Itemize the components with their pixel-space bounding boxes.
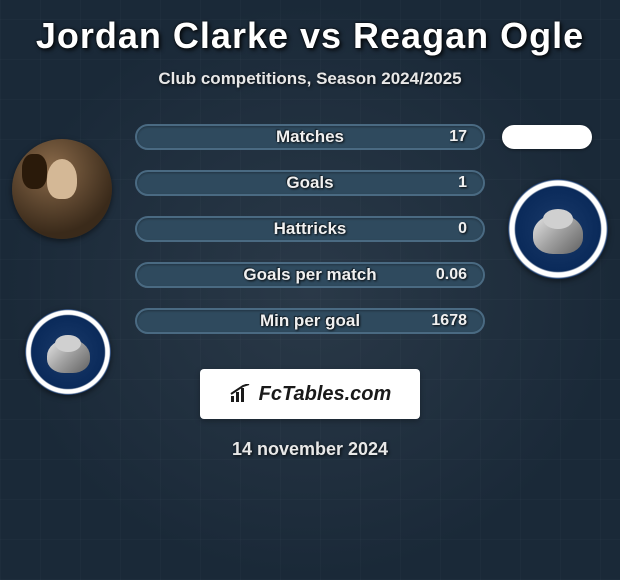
stat-row: Hattricks 0: [10, 216, 610, 242]
stat-pill: Min per goal 1678: [135, 308, 485, 334]
white-pill: [502, 125, 592, 149]
chart-icon: [229, 384, 253, 404]
stat-row: Min per goal 1678: [10, 308, 610, 334]
stat-value: 1678: [431, 312, 467, 330]
owl-icon: [47, 331, 90, 374]
stat-row: Goals per match 0.06: [10, 262, 610, 288]
branding-badge: FcTables.com: [200, 369, 420, 419]
subtitle: Club competitions, Season 2024/2025: [0, 69, 620, 89]
stat-pill: Goals 1: [135, 170, 485, 196]
stat-label: Hattricks: [274, 219, 347, 239]
stat-label: Goals: [286, 173, 333, 193]
stat-pill: Goals per match 0.06: [135, 262, 485, 288]
stat-pill: Hattricks 0: [135, 216, 485, 242]
stats-area: Matches 17 Goals 1 Hattricks 0 Goals per…: [0, 124, 620, 334]
stat-value: 0: [458, 220, 467, 238]
stat-pill: Matches 17: [135, 124, 485, 150]
stat-row: Matches 17: [10, 124, 610, 150]
page-title: Jordan Clarke vs Reagan Ogle: [0, 15, 620, 57]
stat-label: Goals per match: [243, 265, 376, 285]
stat-value: 0.06: [436, 266, 467, 284]
stat-value: 1: [458, 174, 467, 192]
date-text: 14 november 2024: [0, 439, 620, 460]
stat-value: 17: [449, 128, 467, 146]
stat-label: Min per goal: [260, 311, 360, 331]
branding-text: FcTables.com: [259, 383, 392, 406]
stat-label: Matches: [276, 127, 344, 147]
stat-row: Goals 1: [10, 170, 610, 196]
